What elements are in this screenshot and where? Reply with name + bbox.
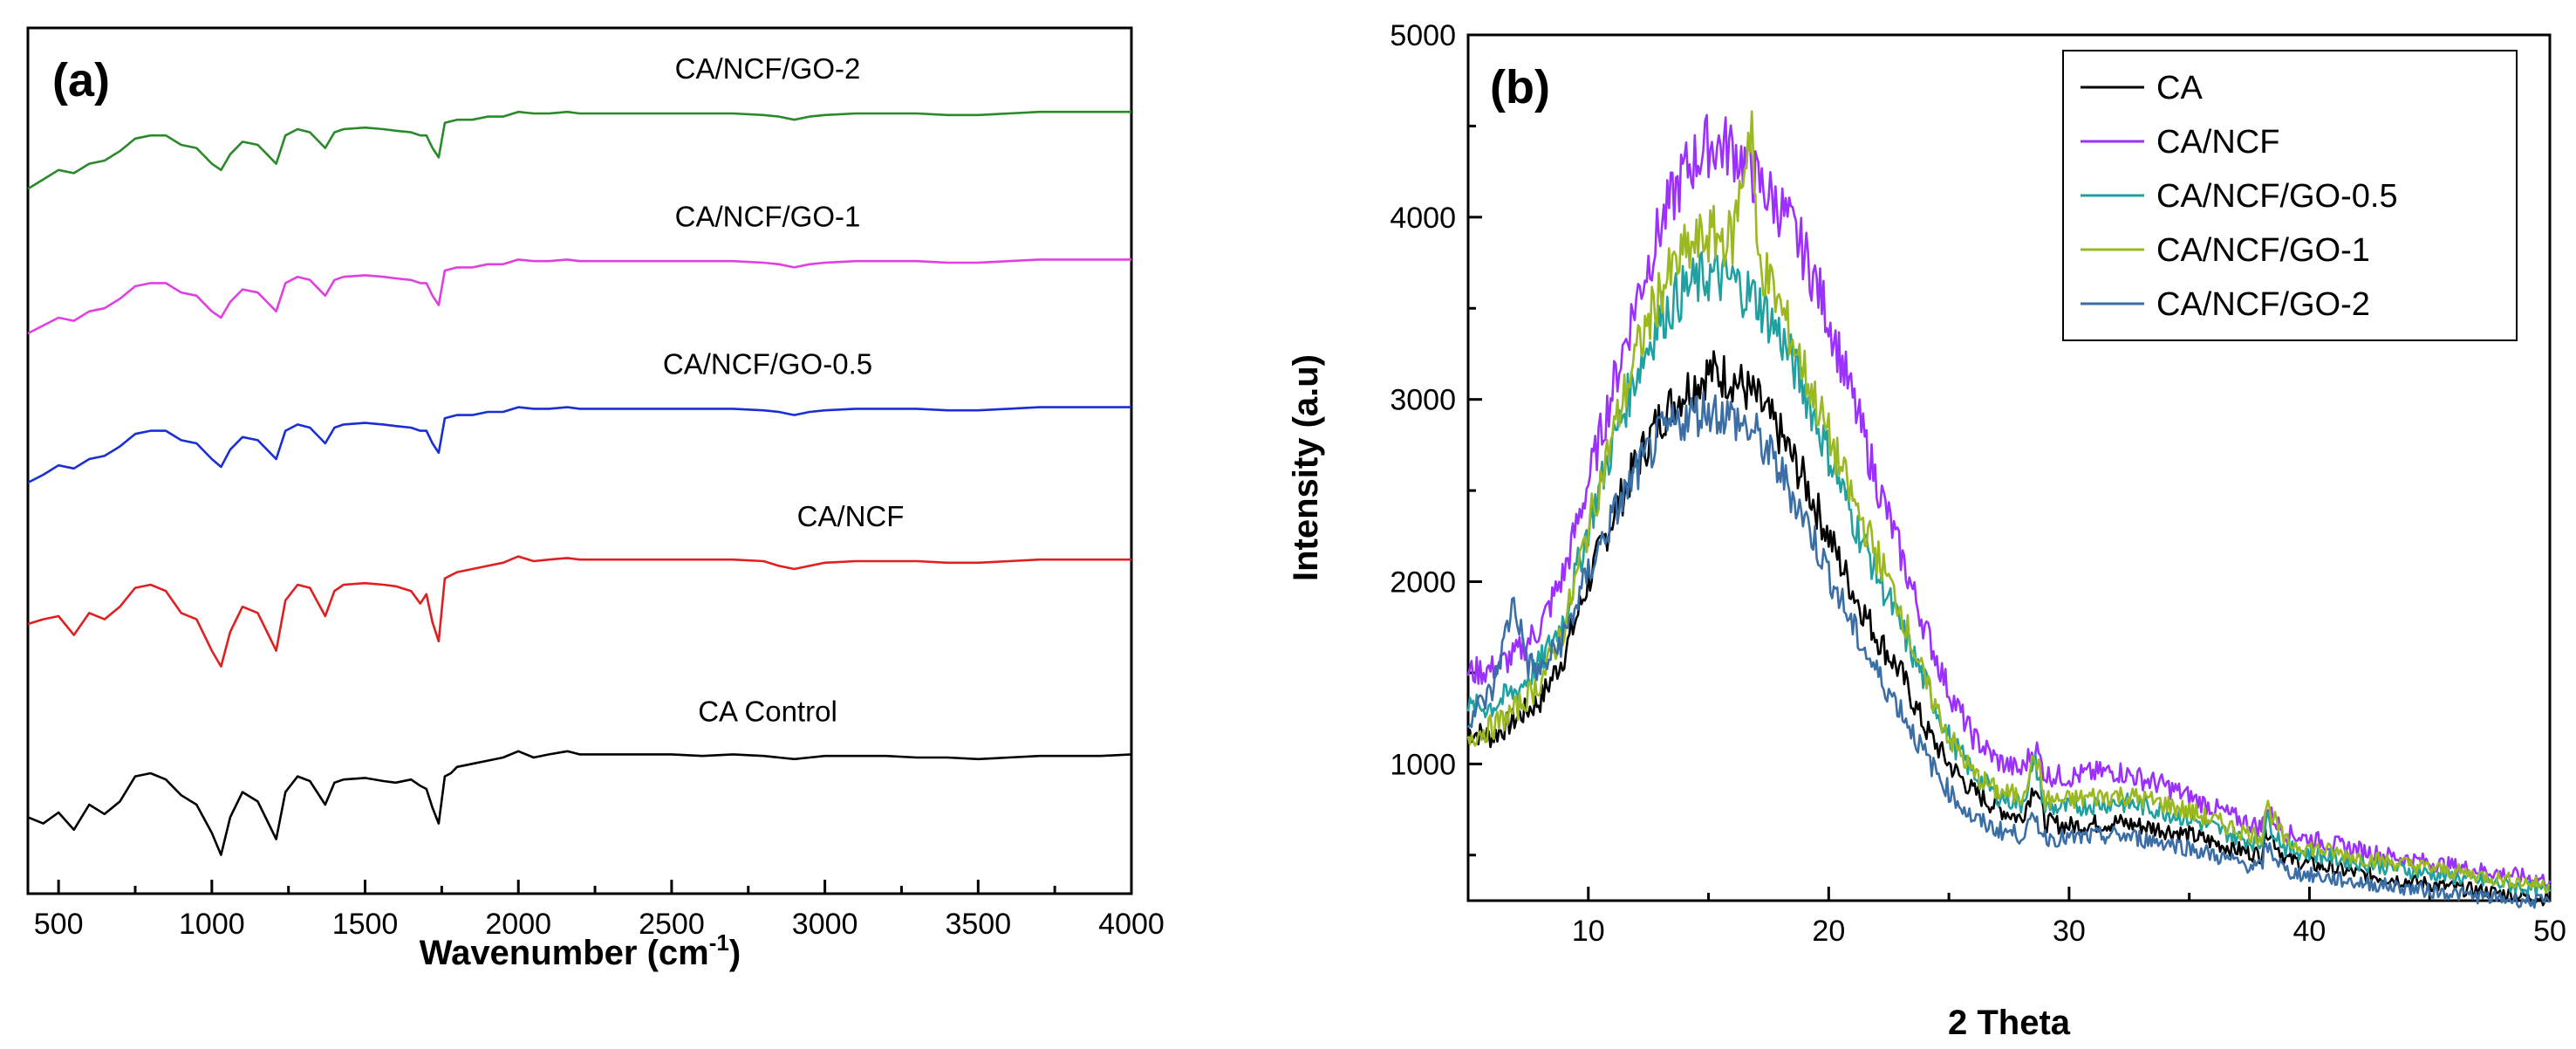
- panel-label-b: (b): [1490, 61, 1550, 113]
- legend-label: CA/NCF/GO-2: [2156, 286, 2370, 323]
- plot-frame-b: [1466, 33, 2552, 902]
- xrd-line: [1466, 113, 2552, 888]
- panel-label-a: (a): [52, 54, 110, 106]
- x-tick-label-b: 30: [2053, 915, 2086, 948]
- xrd-line: [1466, 391, 2552, 909]
- x-tick-label-a: 4000: [1098, 908, 1165, 941]
- x-ticks-b: 10 20 30 40 50: [1572, 887, 2566, 948]
- series-label-a: CA/NCF/GO-2: [675, 52, 861, 85]
- plot-frame-a: [26, 26, 1133, 895]
- spectrum-line: [27, 406, 1131, 484]
- xrd-line: [1467, 350, 2551, 907]
- series-label-a: CA Control: [698, 695, 837, 727]
- x-axis-title-b: 2 Theta: [1948, 1004, 2071, 1042]
- y-tick-label-b: 4000: [1390, 202, 1456, 235]
- x-tick-label-a: 3500: [945, 908, 1011, 941]
- x-axis-title-a: Wavenumber (cm-1): [420, 929, 741, 972]
- series-group-a: CA Control CA/NCF CA/NCF/GO-0.5 CA/NCF/GO-1…: [27, 52, 1132, 856]
- legend-label: CA/NCF/GO-0.5: [2156, 178, 2398, 215]
- spectrum-line: [27, 555, 1131, 668]
- x-tick-label-a: 1500: [332, 908, 399, 941]
- xrd-line: [1466, 110, 2551, 894]
- x-tick-label-a: 1000: [179, 908, 245, 941]
- y-axis-title-b: Intensity (a.u): [1287, 354, 1325, 581]
- y-ticks-b: 1000 2000 3000 4000 5000: [1390, 19, 1482, 857]
- legend: CA CA/NCF CA/NCF/GO-0.5 CA/NCF/GO-1 CA/NCF/G…: [2062, 50, 2518, 341]
- legend-label: CA/NCF: [2156, 124, 2279, 161]
- x-tick-label-a: 2000: [485, 908, 551, 941]
- y-tick-label-b: 5000: [1390, 19, 1456, 52]
- series-group-b: [1466, 110, 2552, 909]
- x-tick-label-b: 20: [1812, 915, 1845, 948]
- series-label-a: CA/NCF/GO-0.5: [663, 348, 872, 381]
- x-tick-label-a: 500: [34, 908, 84, 941]
- spectrum-line: [27, 258, 1131, 335]
- series-label-a: CA/NCF/GO-1: [675, 200, 861, 232]
- xrd-panel: (b) 10 20 30 40 50 1000 2000 3000 4000 5000 2 Th…: [1287, 19, 2566, 1042]
- y-tick-label-b: 1000: [1390, 748, 1456, 781]
- x-tick-label-b: 10: [1572, 915, 1605, 948]
- x-tick-label-b: 40: [2293, 915, 2327, 948]
- series-label-a: CA/NCF: [797, 500, 905, 532]
- ftir-panel: (a) 500 1000 1500 2000 2500 3000 3500 4000 CA C…: [26, 26, 1165, 972]
- x-tick-label-a: 3000: [792, 908, 858, 941]
- x-tick-label-b: 50: [2533, 915, 2566, 948]
- x-tick-label-a: 2500: [639, 908, 705, 941]
- legend-label: CA: [2156, 70, 2203, 106]
- y-tick-label-b: 3000: [1390, 384, 1456, 417]
- spectrum-line: [27, 750, 1132, 856]
- legend-label: CA/NCF/GO-1: [2156, 232, 2370, 269]
- spectrum-line: [27, 110, 1131, 190]
- y-tick-label-b: 2000: [1390, 566, 1456, 600]
- x-ticks-a: 500 1000 1500 2000 2500 3000 3500 4000: [34, 880, 1165, 941]
